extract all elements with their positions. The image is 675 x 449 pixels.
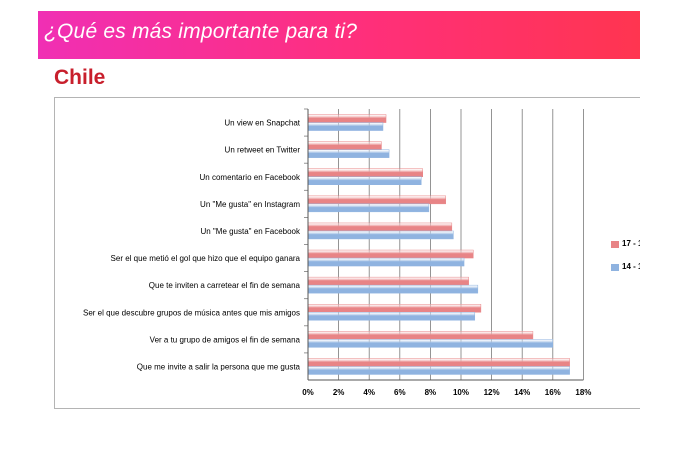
bar-series-1: [307, 331, 534, 340]
x-tick-label: 12%: [484, 388, 500, 397]
category-label: Un "Me gusta" en Facebook: [200, 227, 301, 236]
bar-series-2: [307, 312, 476, 321]
bar-series-2: [307, 122, 384, 131]
x-tick-label: 2%: [333, 388, 345, 397]
legend-item-series-1: 17 - 19: [611, 239, 640, 251]
bar-series-2: [307, 203, 430, 213]
bar-series-2: [307, 339, 554, 348]
bar-series-1: [307, 276, 469, 286]
chart-frame: 0% 2% 4% 6% 8% 10% 12% 14% 16% 18% Un view en Snap…: [54, 97, 640, 409]
x-tick-label: 16%: [545, 388, 561, 397]
category-label: Ver a tu grupo de amigos el fin de seman…: [150, 335, 301, 344]
bar-series-1: [307, 358, 570, 367]
category-label: Un comentario en Facebook: [200, 173, 302, 182]
bar-series-2: [307, 176, 422, 185]
bar-chart: 0% 2% 4% 6% 8% 10% 12% 14% 16% 18% Un view en Snap…: [83, 108, 591, 397]
category-label: Ser el que metió el gol que hizo que el …: [111, 254, 301, 263]
bar-series-2: [307, 230, 454, 240]
x-tick-label: 6%: [394, 388, 406, 397]
bar-series-2: [307, 149, 390, 158]
bar-series-2: [307, 366, 570, 375]
category-label: Un "Me gusta" en Instagram: [200, 200, 300, 209]
x-tick-label: 14%: [514, 388, 530, 397]
x-tick-label: 18%: [575, 388, 591, 397]
legend-swatch-series-2: [611, 264, 619, 271]
bar-series-1: [307, 249, 474, 259]
country-heading: Chile: [54, 66, 106, 89]
banner-title: ¿Qué es más importante para ti?: [44, 20, 358, 43]
legend-swatch-series-1: [611, 241, 619, 248]
bar-series-1: [307, 222, 453, 232]
bar-series-1: [307, 168, 423, 177]
legend-label-series-2: 14 - 16: [622, 262, 640, 271]
bar-series-1: [307, 304, 482, 313]
bar-series-2: [307, 284, 479, 294]
category-label: Ser el que descubre grupos de música ant…: [83, 308, 300, 317]
x-tick-label: 0%: [302, 388, 314, 397]
bar-series-1: [307, 114, 387, 123]
legend-item-series-2: 14 - 16: [611, 262, 640, 274]
bar-series-2: [307, 257, 465, 267]
category-label: Que me invite a salir la persona que me …: [137, 362, 301, 371]
category-label: Un view en Snapchat: [224, 119, 300, 128]
bar-series-1: [307, 195, 446, 205]
chart-legend: 17 - 19 14 - 16: [611, 239, 640, 285]
title-banner: ¿Qué es más importante para ti?: [38, 11, 640, 59]
x-tick-label: 8%: [425, 388, 437, 397]
bar-series-1: [307, 141, 382, 150]
x-tick-label: 10%: [453, 388, 469, 397]
legend-label-series-1: 17 - 19: [622, 239, 640, 248]
x-tick-label: 4%: [363, 388, 375, 397]
category-label: Un retweet en Twitter: [225, 146, 301, 155]
category-label: Que te inviten a carretear el fin de sem…: [149, 281, 301, 290]
